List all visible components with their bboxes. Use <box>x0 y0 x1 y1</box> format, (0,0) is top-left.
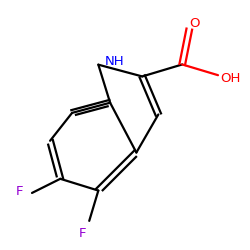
Text: F: F <box>16 185 24 198</box>
Text: NH: NH <box>105 55 125 68</box>
Text: OH: OH <box>220 72 240 85</box>
Text: O: O <box>189 17 200 30</box>
Text: F: F <box>79 227 86 240</box>
